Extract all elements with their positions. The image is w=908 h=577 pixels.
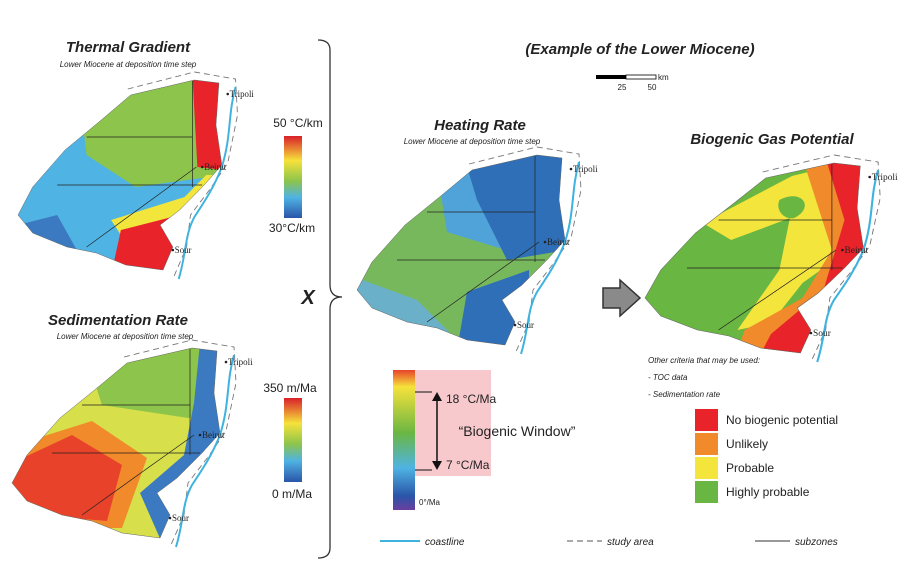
legend-label: 18 °C/Ma (446, 392, 496, 406)
criteria-title: Other criteria that may be used: (648, 356, 760, 365)
panel-subtitle: Lower Miocene at deposition time step (60, 60, 197, 69)
place-marker (224, 360, 228, 364)
legend-label: Unlikely (726, 437, 768, 451)
figure-title: (Example of the Lower Miocene) (525, 41, 754, 58)
subzones (52, 349, 200, 516)
place-marker (198, 433, 202, 437)
place-marker (569, 167, 573, 171)
legend-swatch (695, 409, 718, 431)
place-label: Beirut (547, 237, 570, 247)
map-zone (111, 215, 180, 270)
map-fill (18, 80, 222, 270)
window-box (415, 370, 491, 476)
legend-label: Probable (726, 461, 774, 475)
scale-label: 25 (618, 83, 627, 92)
place-marker (200, 165, 204, 169)
maps: TripoliBeirutSourTripoliBeirutSourTripol… (11, 71, 898, 548)
legend-max: 350 m/Ma (263, 381, 317, 395)
map: Tripoli Beirut Sour (11, 339, 253, 548)
panel-title: Biogenic Gas Potential (690, 131, 854, 148)
place-label: Tripoli (573, 164, 598, 174)
place-marker (868, 175, 872, 179)
color-bar (284, 136, 302, 218)
place-marker (809, 331, 813, 335)
legend-max: 50 °C/km (273, 116, 322, 130)
panel-title: Thermal Gradient (66, 39, 191, 56)
coastline (175, 354, 235, 548)
bracket (317, 39, 343, 559)
subzones (397, 156, 545, 323)
map-outline (17, 79, 223, 271)
place-label: Sour (813, 328, 831, 338)
map-fill (12, 348, 220, 538)
place-marker (168, 516, 172, 520)
operator: X (300, 287, 316, 309)
place-label: Tripoli (230, 89, 255, 99)
place-marker (171, 248, 175, 252)
criteria-item: - Sedimentation rate (648, 390, 721, 399)
panel-subtitle: Lower Miocene at deposition time step (57, 332, 194, 341)
place-label: Sour (172, 513, 189, 523)
place-label: Sour (175, 245, 192, 255)
scale-bar (596, 75, 626, 79)
legend-min: 0 m/Ma (272, 487, 312, 501)
coastline (520, 161, 580, 355)
map-outline (356, 154, 566, 346)
scale-unit: km (658, 73, 669, 82)
panel-subtitle: Lower Miocene at deposition time step (404, 137, 541, 146)
map-zone (462, 155, 565, 260)
subzones (686, 164, 843, 331)
place-marker (226, 92, 229, 96)
legend-label: No biogenic potential (726, 413, 838, 427)
place-label: Sour (517, 320, 534, 330)
place-marker (543, 240, 547, 244)
place-marker (513, 323, 517, 327)
legend-min: 30°C/km (269, 221, 315, 235)
map-zone (778, 196, 805, 219)
subzones (57, 81, 203, 248)
legend: No biogenic potential Unlikely Probable Hig… (695, 409, 838, 503)
legend-swatch (695, 457, 718, 479)
map-fill (357, 155, 565, 345)
color-bar (284, 398, 302, 482)
legend-label: 0°/Ma (419, 498, 441, 507)
window-label: “Biogenic Window” (459, 423, 576, 439)
legend-label: Highly probable (726, 485, 810, 499)
map-zone (12, 435, 122, 521)
place-label: Tripoli (228, 357, 253, 367)
place-label: Tripoli (872, 172, 898, 182)
map-outline (11, 347, 221, 539)
legend-label: subzones (795, 537, 838, 548)
legend-swatch (695, 433, 718, 455)
scale-bar (625, 74, 657, 80)
place-marker (841, 248, 844, 252)
place-label: Beirut (202, 430, 225, 440)
panel-title: Heating Rate (434, 117, 526, 134)
map-fill (645, 163, 864, 353)
map: Tripoli Beirut Sour (356, 146, 598, 355)
coastline (816, 169, 880, 363)
coastline (177, 86, 237, 280)
place-label: Beirut (204, 162, 227, 172)
legend-label: 7 °C/Ma (446, 458, 490, 472)
map-zone (457, 270, 529, 345)
legend-label: study area (607, 537, 654, 548)
map: Tripoli Beirut Sour (644, 154, 898, 363)
scale-label: 50 (648, 83, 657, 92)
flow-arrow (602, 278, 642, 318)
map: Tripoli Beirut Sour (17, 71, 255, 280)
map-outline (644, 162, 864, 354)
window-arrow (432, 392, 442, 470)
legend-swatch (695, 481, 718, 503)
map-zone (192, 80, 222, 170)
color-bar (393, 370, 415, 510)
criteria-item: - TOC data (648, 373, 688, 382)
panel-title: Sedimentation Rate (48, 312, 188, 329)
legend-label: coastline (425, 537, 465, 548)
place-label: Beirut (845, 245, 869, 255)
